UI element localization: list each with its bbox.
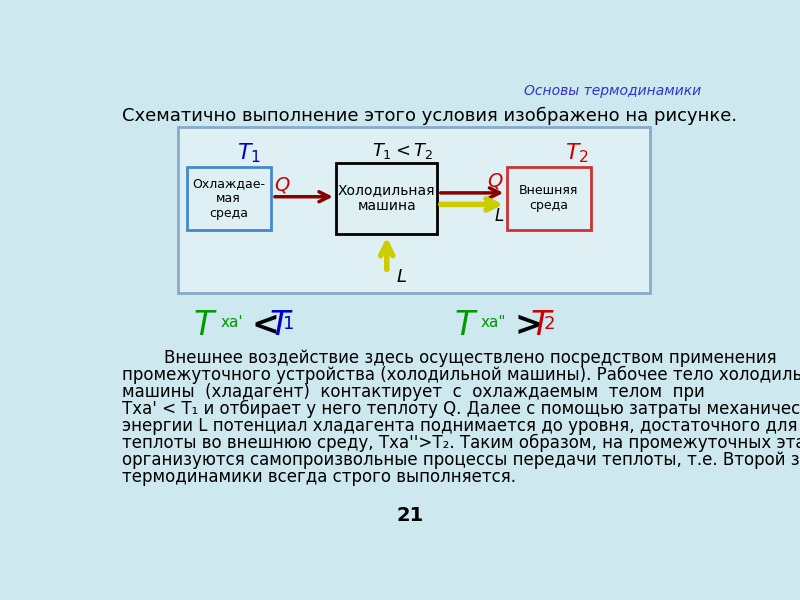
Text: Охлаждае-
мая
среда: Охлаждае- мая среда	[192, 177, 265, 220]
Text: $\mathit{T}_1 < \mathit{T}_2$: $\mathit{T}_1 < \mathit{T}_2$	[371, 141, 433, 161]
Text: >: >	[514, 309, 542, 342]
Text: Схематично выполнение этого условия изображено на рисунке.: Схематично выполнение этого условия изоб…	[122, 107, 737, 125]
Text: $\mathit{T}_2$: $\mathit{T}_2$	[565, 141, 589, 165]
Text: $\mathit{T}$: $\mathit{T}$	[454, 309, 478, 342]
Text: $\mathit{L}$: $\mathit{L}$	[494, 207, 504, 225]
Text: <: <	[252, 309, 280, 342]
Text: ха": ха"	[481, 316, 506, 331]
Text: ха': ха'	[220, 316, 242, 331]
FancyBboxPatch shape	[336, 163, 437, 234]
Text: 21: 21	[396, 506, 424, 525]
FancyBboxPatch shape	[187, 167, 270, 230]
Text: термодинамики всегда строго выполняется.: термодинамики всегда строго выполняется.	[122, 468, 516, 486]
Text: $\mathit{Q}$: $\mathit{Q}$	[487, 172, 504, 191]
Text: $\mathit{T}$: $\mathit{T}$	[269, 309, 294, 342]
Text: машины  (хладагент)  контактирует  с  охлаждаемым  телом  при: машины (хладагент) контактирует с охлажд…	[122, 383, 705, 401]
Text: Внешнее воздействие здесь осуществлено посредством применения: Внешнее воздействие здесь осуществлено п…	[122, 349, 776, 367]
Text: Tха' < T₁ и отбирает у него теплоту Q. Далее с помощью затраты механической: Tха' < T₁ и отбирает у него теплоту Q. Д…	[122, 400, 800, 418]
Text: $\mathit{T}_1$: $\mathit{T}_1$	[237, 141, 261, 165]
Text: Холодильная
машина: Холодильная машина	[338, 183, 435, 214]
Text: Внешняя
среда: Внешняя среда	[519, 184, 578, 212]
Text: $\mathit{T}$: $\mathit{T}$	[530, 309, 554, 342]
Text: теплоты во внешнюю среду, Tха''>T₂. Таким образом, на промежуточных этапах: теплоты во внешнюю среду, Tха''>T₂. Таки…	[122, 434, 800, 452]
Text: 2: 2	[544, 316, 555, 334]
FancyBboxPatch shape	[507, 167, 590, 230]
Text: $\mathit{L}$: $\mathit{L}$	[396, 268, 407, 286]
Text: энергии L потенциал хладагента поднимается до уровня, достаточного для передачи: энергии L потенциал хладагента поднимает…	[122, 417, 800, 435]
Text: $\mathit{T}$: $\mathit{T}$	[194, 309, 218, 342]
Text: Основы термодинамики: Основы термодинамики	[523, 83, 701, 98]
FancyBboxPatch shape	[178, 127, 650, 293]
Text: организуются самопроизвольные процессы передачи теплоты, т.е. Второй закон: организуются самопроизвольные процессы п…	[122, 451, 800, 469]
Text: 1: 1	[283, 316, 294, 334]
Text: промежуточного устройства (холодильной машины). Рабочее тело холодильной: промежуточного устройства (холодильной м…	[122, 366, 800, 385]
Text: $\mathit{Q}$: $\mathit{Q}$	[274, 175, 291, 195]
